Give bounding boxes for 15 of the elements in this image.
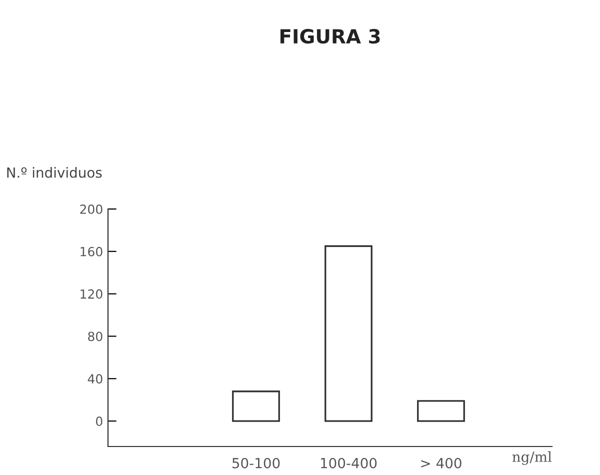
chart-title: FIGURA 3 <box>280 28 380 44</box>
y-tick-label: 200 <box>80 204 102 214</box>
y-tick-label: 160 <box>80 246 102 256</box>
x-tick-label: 100-400 <box>321 458 377 468</box>
x-axis-title: ng/ml <box>512 451 552 465</box>
y-axis-title: N.º individuos <box>7 167 102 178</box>
y-tick-label: 120 <box>80 289 102 299</box>
bar <box>324 245 372 422</box>
y-tick-label: 0 <box>96 416 102 426</box>
y-tick-label: 40 <box>88 374 102 384</box>
y-tick-label: 80 <box>88 332 102 342</box>
x-tick-label: > 400 <box>421 458 462 468</box>
x-tick-label: 50-100 <box>232 458 280 468</box>
bar <box>417 400 465 422</box>
bar <box>232 390 280 422</box>
